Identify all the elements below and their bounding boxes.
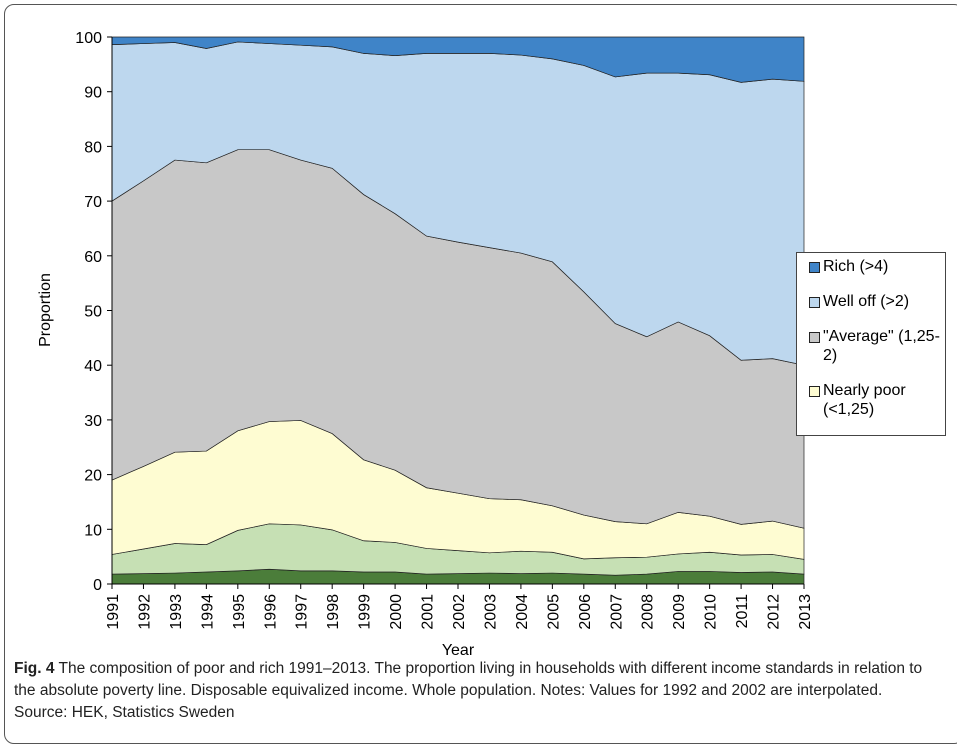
x-tick-label: 2002 (451, 594, 468, 630)
legend-label: Rich (>4) (823, 258, 889, 275)
x-tick-label: 2003 (482, 594, 499, 630)
y-tick-label: 20 (84, 468, 102, 485)
x-tick-label: 2004 (514, 594, 531, 630)
caption-text: The composition of poor and rich 1991–20… (14, 660, 923, 721)
x-tick-label: 1997 (294, 594, 311, 630)
legend-label: Nearly poor (<1,25) (823, 382, 906, 418)
y-tick-label: 60 (84, 249, 102, 266)
y-tick-label: 0 (93, 577, 102, 594)
y-tick-label: 90 (84, 85, 102, 102)
x-tick-label: 2000 (388, 594, 405, 630)
caption: Fig. 4 The composition of poor and rich … (14, 658, 939, 724)
legend-label: Well off (>2) (823, 293, 910, 310)
y-tick-label: 40 (84, 358, 102, 375)
x-tick-label: 2011 (734, 594, 751, 629)
legend-swatch (809, 297, 820, 308)
y-tick-label: 10 (84, 522, 102, 539)
y-tick-label: 70 (84, 194, 102, 211)
legend-swatch (809, 332, 820, 343)
x-tick-label: 2005 (545, 594, 562, 630)
y-tick-label: 50 (84, 304, 102, 321)
legend-item: Nearly poor (<1,25) (809, 381, 945, 419)
area (111, 36, 805, 83)
legend: Rich (>4) Well off (>2) "Average" (1,25-2)… (796, 252, 946, 436)
x-tick-label: 1992 (136, 594, 153, 630)
x-tick-label: 1996 (262, 594, 279, 630)
x-tick-label: 2009 (671, 594, 688, 630)
x-tick-label: 1991 (105, 594, 122, 630)
x-tick-label: 1995 (231, 594, 248, 630)
legend-item: "Average" (1,25-2) (809, 327, 945, 365)
legend-label: "Average" (1,25-2) (823, 328, 940, 364)
x-tick-label: 2010 (703, 594, 720, 630)
legend-swatch (809, 262, 820, 273)
figure-frame (4, 4, 957, 744)
caption-label: Fig. 4 (14, 660, 55, 677)
legend-item: Rich (>4) (809, 257, 945, 276)
x-tick-label: 2006 (577, 594, 594, 630)
chart: Proportion Year 0 10 20 30 40 50 60 70 80 90 100 19… (37, 30, 814, 659)
x-tick-label: 1999 (357, 594, 374, 630)
x-axis-label: Year (442, 642, 475, 659)
x-tick-label: 2012 (766, 594, 783, 630)
x-tick-label: 2008 (640, 594, 657, 630)
legend-item: Well off (>2) (809, 292, 945, 311)
y-axis-label: Proportion (37, 273, 54, 347)
x-tick-label: 2013 (797, 594, 814, 630)
x-tick-label: 1993 (168, 594, 185, 630)
x-tick-label: 1998 (325, 594, 342, 630)
x-tick-label: 1994 (199, 594, 216, 630)
y-tick-label: 100 (75, 30, 102, 47)
y-tick-label: 80 (84, 139, 102, 156)
x-tick-label: 2001 (420, 594, 437, 630)
x-tick-label: 2007 (608, 594, 625, 630)
y-tick-label: 30 (84, 413, 102, 430)
legend-swatch (809, 386, 820, 397)
